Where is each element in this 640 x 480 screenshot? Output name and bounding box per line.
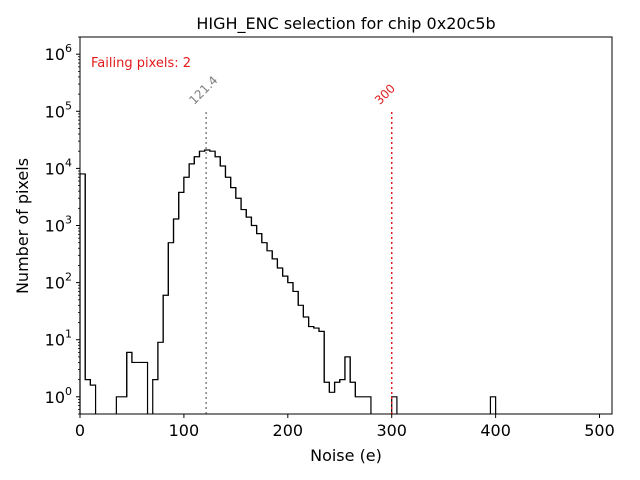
histogram-bar	[391, 396, 398, 414]
histogram-bar	[489, 396, 497, 414]
chart-title: HIGH_ENC selection for chip 0x20c5b	[196, 14, 495, 34]
histogram-bar	[89, 379, 97, 414]
histogram-bar	[131, 352, 138, 364]
x-axis-label: Noise (e)	[310, 446, 382, 465]
y-tick-label: 104	[45, 156, 72, 178]
y-tick-label: 100	[45, 385, 72, 407]
y-tick-label: 101	[45, 328, 72, 350]
y-tick-label: 103	[45, 214, 72, 236]
x-tick-label: 300	[376, 421, 407, 440]
histogram-bar	[137, 361, 149, 414]
x-tick-label: 100	[169, 421, 200, 440]
x-tick-label: 200	[273, 421, 304, 440]
x-tick-label: 500	[584, 421, 615, 440]
x-tick-label: 400	[480, 421, 511, 440]
failing-pixels-annotation: Failing pixels: 2	[91, 56, 191, 71]
histogram-bar	[354, 382, 372, 414]
y-tick-label: 105	[45, 99, 72, 121]
y-axis-label: Number of pixels	[13, 158, 32, 294]
x-tick-label: 0	[75, 421, 85, 440]
y-tick-label: 106	[45, 42, 72, 64]
y-tick-label: 102	[45, 271, 72, 293]
